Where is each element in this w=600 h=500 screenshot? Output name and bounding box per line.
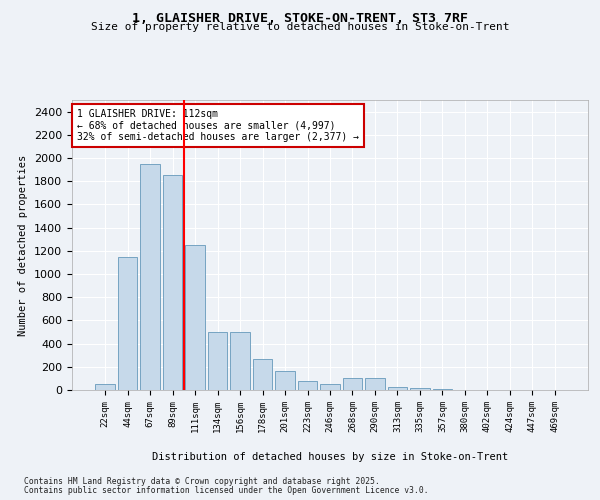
Bar xyxy=(140,164,160,390)
Bar xyxy=(230,332,250,390)
Text: Contains HM Land Registry data © Crown copyright and database right 2025.: Contains HM Land Registry data © Crown c… xyxy=(24,477,380,486)
Bar xyxy=(298,382,317,390)
Bar xyxy=(343,378,362,390)
Bar xyxy=(185,245,205,390)
Bar xyxy=(320,384,340,390)
Text: 1, GLAISHER DRIVE, STOKE-ON-TRENT, ST3 7RF: 1, GLAISHER DRIVE, STOKE-ON-TRENT, ST3 7… xyxy=(132,12,468,26)
Bar xyxy=(365,378,385,390)
Bar xyxy=(388,386,407,390)
Bar xyxy=(163,176,182,390)
Bar xyxy=(118,256,137,390)
Bar xyxy=(208,332,227,390)
Bar xyxy=(95,384,115,390)
Bar xyxy=(253,358,272,390)
Text: Contains public sector information licensed under the Open Government Licence v3: Contains public sector information licen… xyxy=(24,486,428,495)
Bar xyxy=(275,371,295,390)
Text: Size of property relative to detached houses in Stoke-on-Trent: Size of property relative to detached ho… xyxy=(91,22,509,32)
Bar xyxy=(410,388,430,390)
Y-axis label: Number of detached properties: Number of detached properties xyxy=(19,154,28,336)
Text: 1 GLAISHER DRIVE: 112sqm
← 68% of detached houses are smaller (4,997)
32% of sem: 1 GLAISHER DRIVE: 112sqm ← 68% of detach… xyxy=(77,108,359,142)
Text: Distribution of detached houses by size in Stoke-on-Trent: Distribution of detached houses by size … xyxy=(152,452,508,462)
